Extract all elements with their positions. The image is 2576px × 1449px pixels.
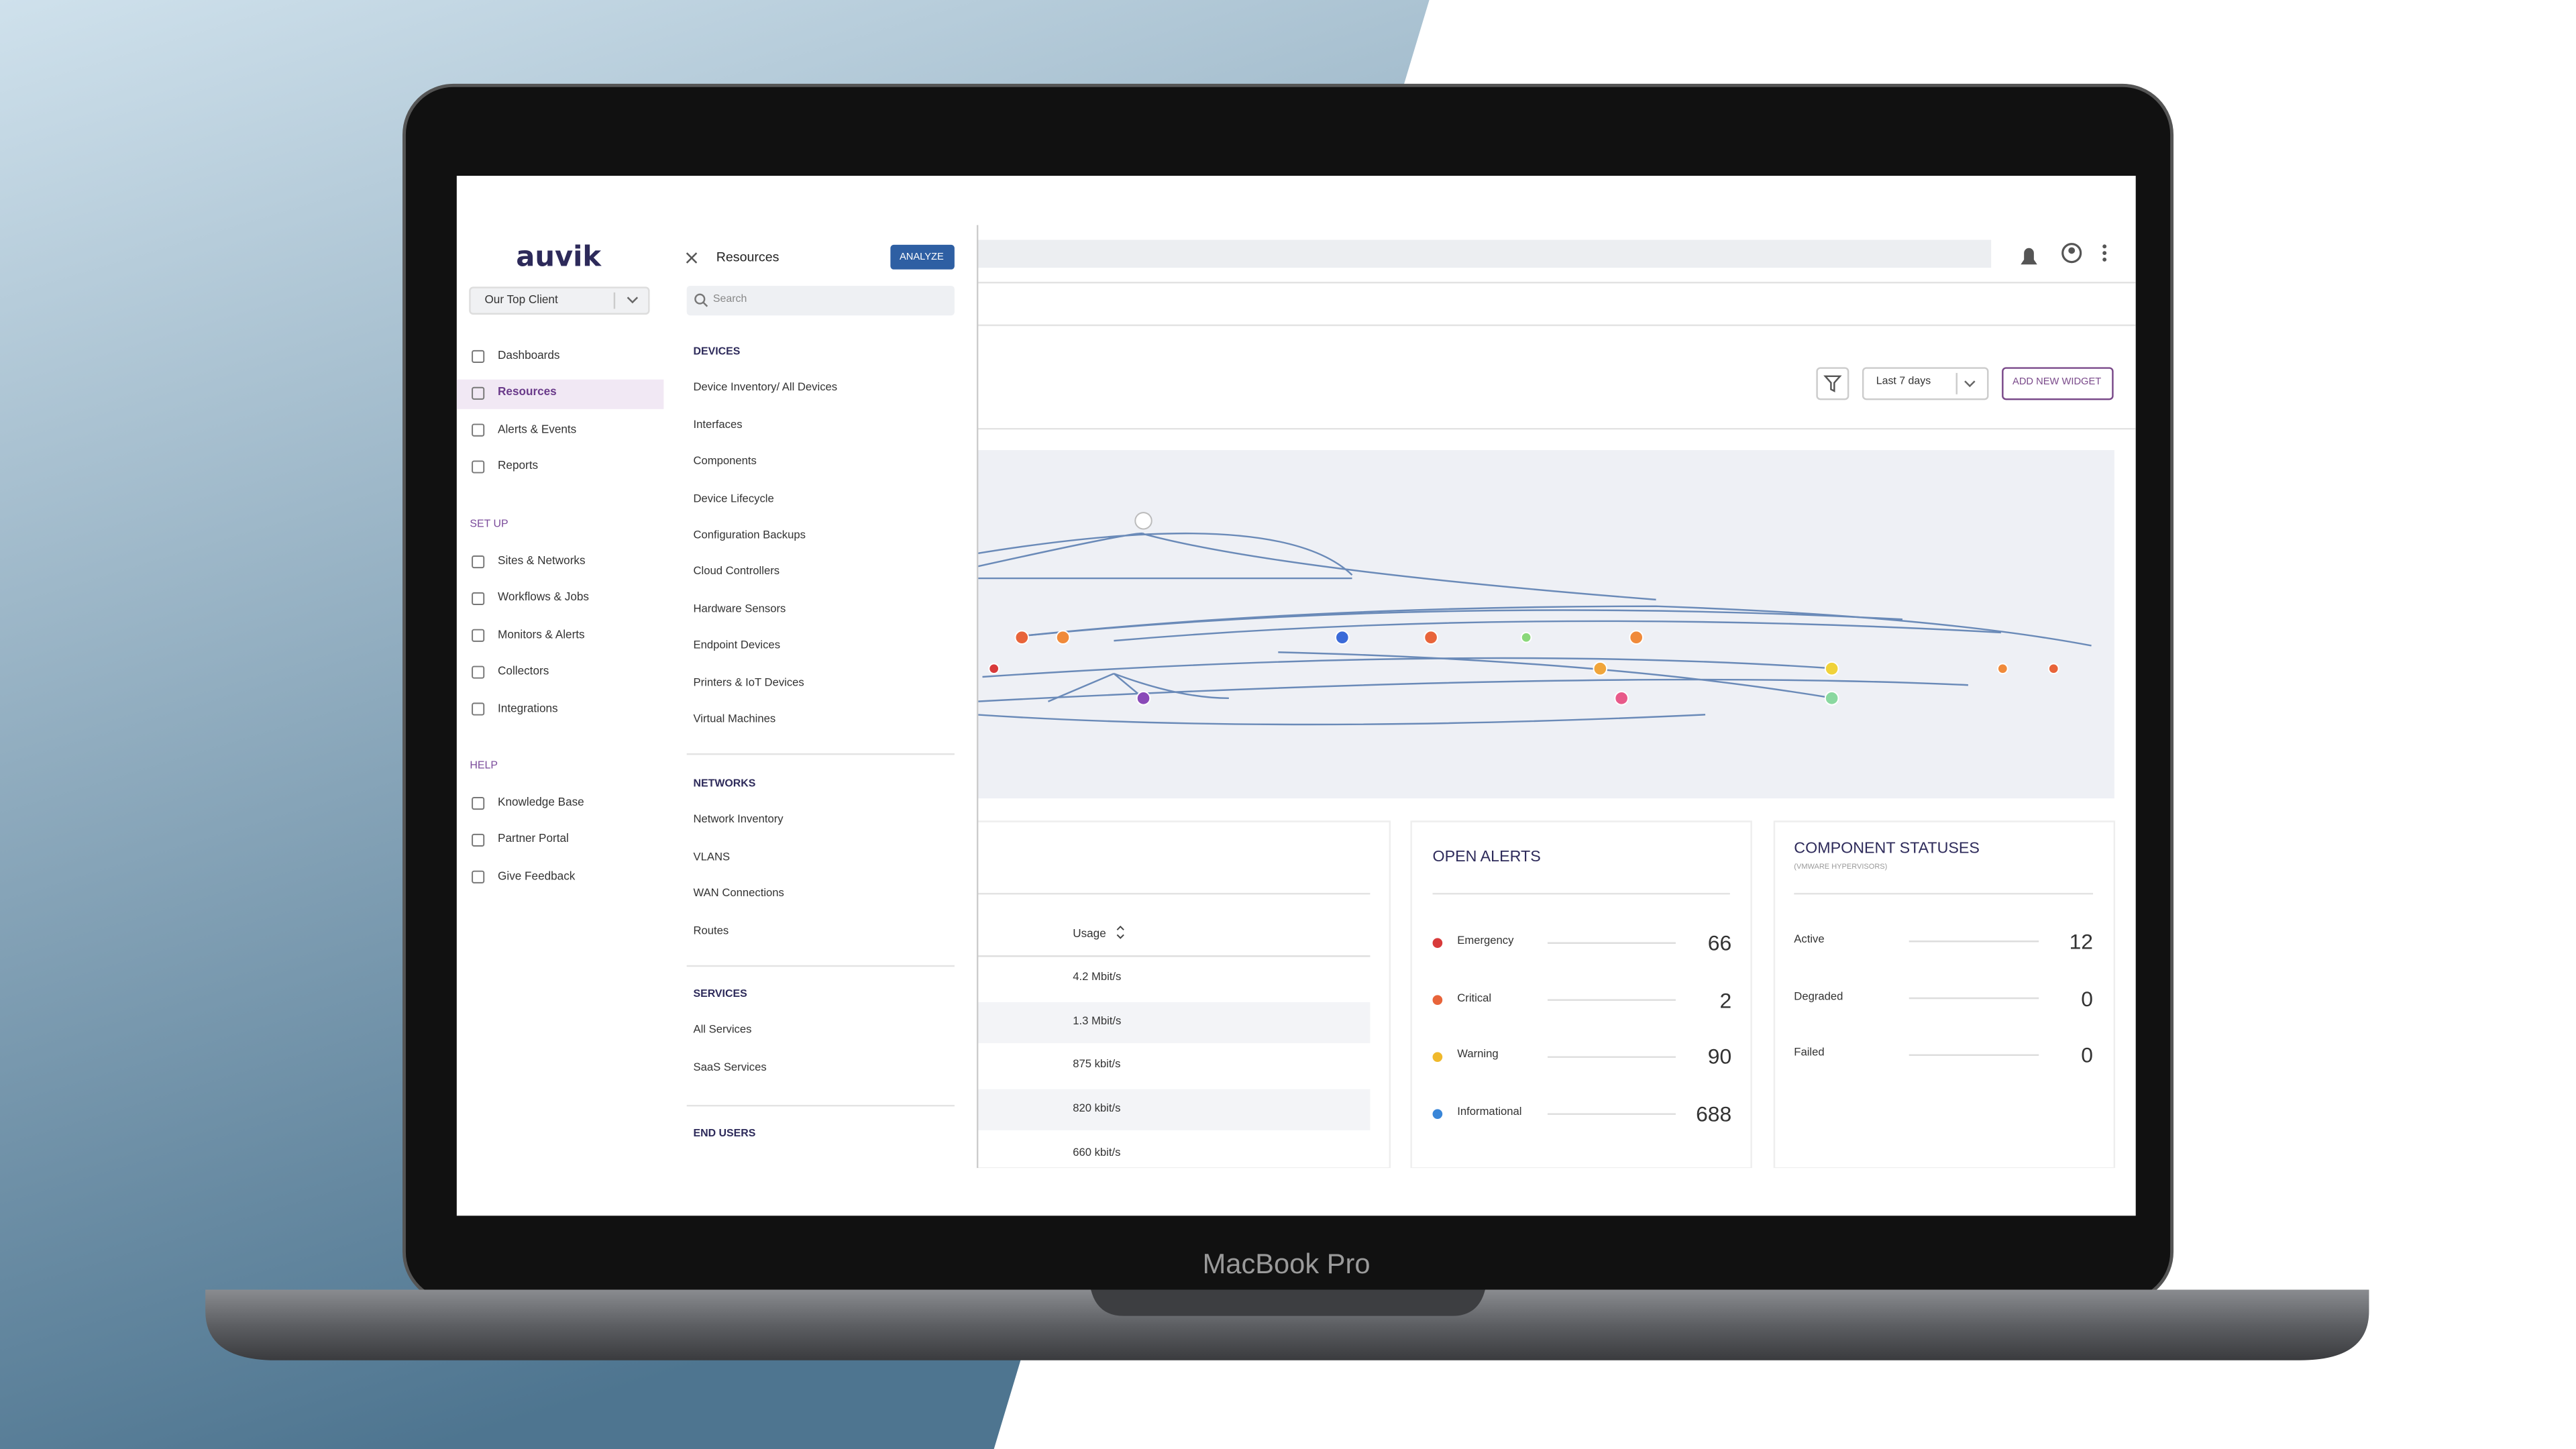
date-range[interactable]: Last 7 days: [1876, 376, 1931, 388]
menu-item[interactable]: SaaS Services: [693, 1062, 767, 1074]
menu-item[interactable]: Configuration Backups: [693, 530, 806, 542]
icon: [472, 833, 485, 847]
status-dot: [1432, 1052, 1443, 1063]
menu-item[interactable]: Routes: [693, 925, 729, 937]
menu-item[interactable]: Network Inventory: [693, 814, 784, 826]
status-count: 12: [2069, 928, 2094, 954]
icon: [472, 797, 485, 810]
column-header[interactable]: Usage: [1073, 928, 1106, 941]
client-selector[interactable]: Our Top Client: [484, 294, 558, 307]
icon: [472, 665, 485, 679]
section-label: DEVICES: [693, 346, 741, 358]
icon: [472, 423, 485, 437]
search-input[interactable]: Search: [712, 293, 747, 305]
menu-item[interactable]: All Services: [693, 1025, 752, 1037]
nav-item[interactable]: Collectors: [498, 666, 549, 678]
alert-label: Critical: [1457, 992, 1492, 1005]
nav-item[interactable]: Knowledge Base: [498, 797, 584, 810]
nav-item[interactable]: Monitors & Alerts: [498, 629, 585, 641]
status-count: 0: [2081, 1042, 2094, 1068]
menu-item[interactable]: Interfaces: [693, 419, 743, 431]
nav-item[interactable]: Workflows & Jobs: [498, 592, 589, 604]
nav-item[interactable]: Sites & Networks: [498, 555, 586, 568]
status-label: Degraded: [1794, 991, 1843, 1003]
card-subtitle: (VMWARE HYPERVISORS): [1794, 862, 1888, 871]
icon: [472, 555, 485, 569]
nav-item[interactable]: Integrations: [498, 703, 558, 715]
status-label: Failed: [1794, 1047, 1825, 1060]
menu-item[interactable]: Device Lifecycle: [693, 493, 774, 505]
table-cell: 660 kbit/s: [1073, 1147, 1121, 1159]
icon: [472, 702, 485, 716]
section-label: SET UP: [470, 519, 508, 531]
menu-item[interactable]: Components: [693, 456, 757, 468]
nav-item[interactable]: Alerts & Events: [498, 424, 577, 436]
section-label: NETWORKS: [693, 778, 756, 790]
icon: [472, 350, 485, 363]
nav-item[interactable]: Partner Portal: [498, 834, 569, 846]
nav-item[interactable]: Reports: [498, 461, 539, 473]
icon: [472, 629, 485, 642]
table-cell: 875 kbit/s: [1073, 1059, 1121, 1071]
laptop-label: MacBook Pro: [1202, 1248, 1371, 1280]
status-dot: [1432, 995, 1443, 1006]
analyze-button[interactable]: ANALYZE: [899, 253, 944, 263]
section-label: SERVICES: [693, 988, 747, 1000]
card-title: OPEN ALERTS: [1432, 848, 1541, 867]
icon: [472, 460, 485, 474]
app-chrome: [456, 225, 2136, 1169]
alert-count: 66: [1707, 930, 1732, 956]
icon: [472, 386, 485, 400]
add-widget-button[interactable]: ADD NEW WIDGET: [2012, 378, 2102, 388]
menu-item[interactable]: VLANS: [693, 851, 731, 863]
card-title: COMPONENT STATUSES: [1794, 840, 1980, 858]
nav-item[interactable]: Resources: [498, 387, 557, 399]
alert-label: Warning: [1457, 1049, 1499, 1062]
alert-label: Informational: [1457, 1106, 1522, 1119]
table-cell: 1.3 Mbit/s: [1073, 1016, 1122, 1028]
alert-label: Emergency: [1457, 935, 1514, 948]
alert-count: 688: [1696, 1102, 1732, 1127]
alert-count: 90: [1707, 1044, 1732, 1070]
nav-item[interactable]: Dashboards: [498, 350, 560, 363]
menu-item[interactable]: Device Inventory/ All Devices: [693, 382, 838, 394]
menu-item[interactable]: Cloud Controllers: [693, 566, 780, 579]
menu-item[interactable]: Virtual Machines: [693, 714, 776, 726]
section-label: END USERS: [693, 1128, 756, 1140]
section-label: HELP: [470, 760, 498, 772]
menu-item[interactable]: WAN Connections: [693, 888, 784, 900]
menu-item[interactable]: Hardware Sensors: [693, 603, 786, 615]
status-label: Active: [1794, 934, 1825, 946]
alert-count: 2: [1719, 987, 1732, 1013]
table-cell: 4.2 Mbit/s: [1073, 971, 1122, 983]
icon: [472, 870, 485, 883]
logo: auvik: [516, 241, 602, 274]
nav-item[interactable]: Give Feedback: [498, 871, 576, 883]
table-cell: 820 kbit/s: [1073, 1103, 1121, 1116]
menu-item[interactable]: Endpoint Devices: [693, 640, 781, 652]
menu-item[interactable]: Printers & IoT Devices: [693, 677, 804, 689]
status-count: 0: [2081, 985, 2094, 1011]
icon: [472, 592, 485, 605]
status-dot: [1432, 1109, 1443, 1120]
app-screen: auvik Our Top Client Resources ANALYZE S…: [456, 176, 2136, 1169]
panel-title: Resources: [716, 250, 780, 265]
status-dot: [1432, 938, 1443, 949]
